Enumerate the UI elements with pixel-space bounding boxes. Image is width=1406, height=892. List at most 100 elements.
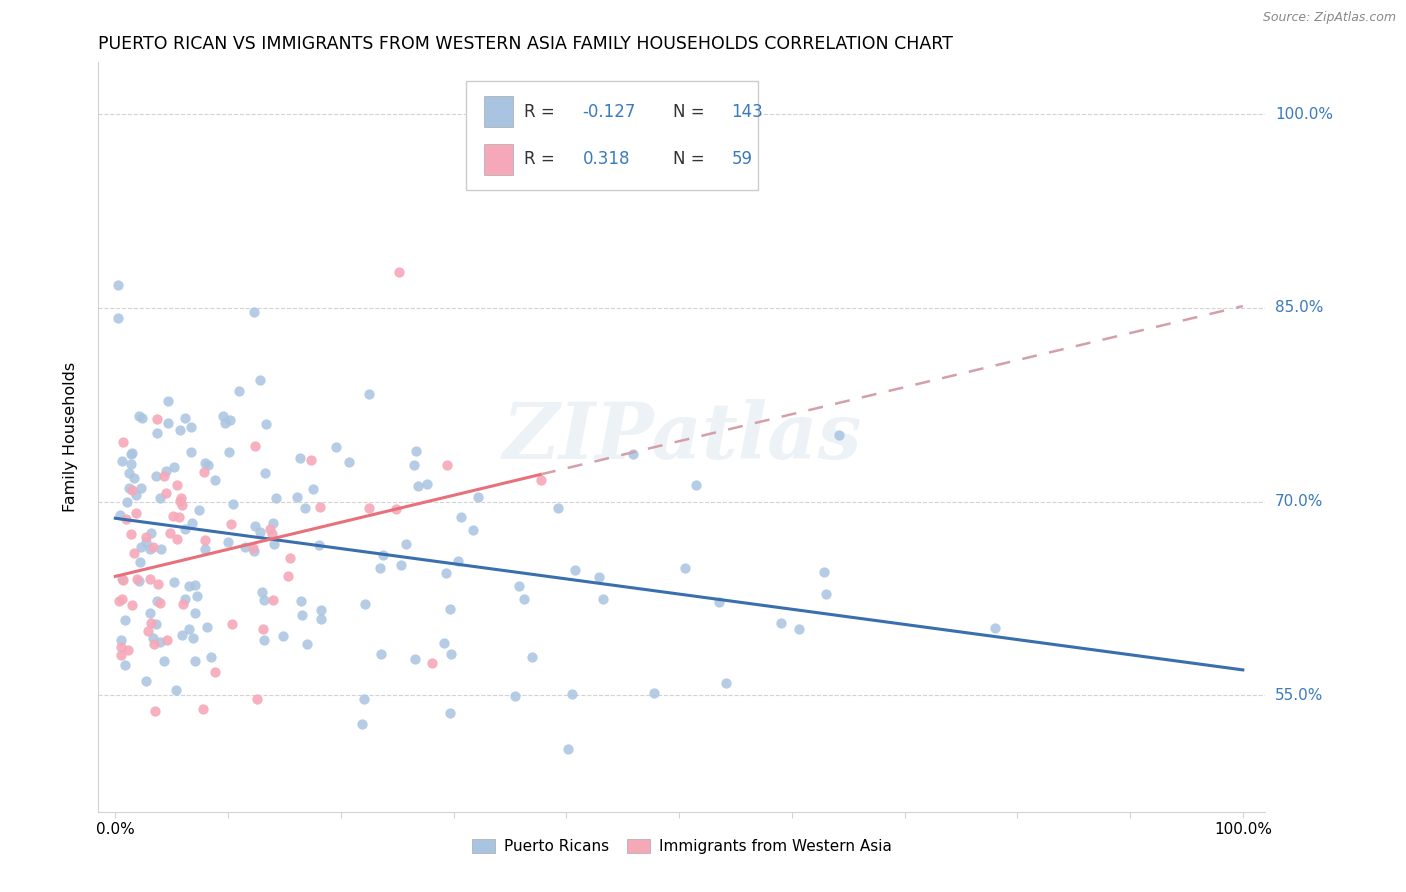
Point	[138, 572, 160, 586]
Point	[125, 488, 148, 502]
Point	[191, 702, 214, 716]
Point	[388, 265, 411, 279]
Point	[177, 579, 200, 593]
Point	[219, 412, 242, 426]
Point	[172, 597, 194, 611]
Point	[219, 517, 242, 532]
Point	[673, 560, 696, 574]
Point	[135, 534, 157, 549]
Point	[166, 532, 188, 546]
Point	[110, 640, 132, 654]
Point	[214, 417, 236, 431]
Point	[294, 501, 316, 516]
Point	[157, 416, 180, 430]
Point	[122, 546, 145, 560]
Point	[254, 417, 277, 431]
Point	[139, 606, 162, 620]
Point	[141, 616, 163, 631]
Text: 100.0%: 100.0%	[1275, 107, 1333, 121]
Point	[184, 654, 207, 668]
Point	[170, 498, 193, 512]
Point	[242, 544, 264, 558]
Point	[357, 387, 380, 401]
Point	[512, 591, 534, 606]
Point	[149, 491, 172, 506]
Point	[359, 501, 381, 516]
Point	[290, 594, 312, 608]
Point	[162, 460, 184, 475]
Text: 55.0%: 55.0%	[1275, 688, 1323, 703]
Point	[186, 589, 208, 603]
Point	[353, 691, 375, 706]
Point	[337, 455, 360, 469]
Point	[172, 628, 194, 642]
Point	[308, 538, 330, 552]
Point	[169, 423, 191, 437]
Point	[406, 478, 429, 492]
Point	[290, 451, 312, 466]
Point	[135, 673, 157, 688]
Point	[194, 542, 217, 557]
Point	[370, 647, 392, 661]
Point	[200, 649, 222, 664]
Point	[259, 523, 281, 537]
Point	[141, 540, 163, 554]
Point	[193, 465, 215, 479]
Point	[547, 500, 569, 515]
Point	[153, 469, 176, 483]
Point	[243, 439, 266, 453]
Point	[111, 572, 134, 586]
Point	[121, 483, 143, 497]
Point	[439, 706, 461, 721]
Point	[350, 716, 373, 731]
Point	[193, 533, 215, 548]
Point	[434, 566, 457, 580]
Point	[111, 591, 134, 606]
Point	[181, 516, 204, 530]
Point	[643, 686, 665, 700]
Point	[984, 621, 1007, 635]
Point	[117, 495, 139, 509]
Point	[211, 409, 233, 423]
Legend: Puerto Ricans, Immigrants from Western Asia: Puerto Ricans, Immigrants from Western A…	[465, 833, 898, 860]
Point	[159, 526, 181, 541]
Point	[385, 502, 408, 516]
Point	[167, 510, 190, 524]
Point	[291, 607, 314, 622]
Point	[253, 592, 276, 607]
Point	[120, 457, 142, 471]
Point	[299, 452, 322, 467]
Point	[557, 741, 579, 756]
Point	[156, 393, 179, 408]
Point	[249, 372, 271, 386]
Point	[163, 574, 186, 589]
Point	[252, 622, 274, 636]
Point	[404, 652, 426, 666]
Point	[233, 540, 256, 554]
Point	[187, 503, 209, 517]
Point	[142, 631, 165, 645]
Point	[287, 490, 309, 504]
Point	[143, 704, 166, 718]
Point	[145, 468, 167, 483]
Point	[249, 524, 271, 539]
Point	[309, 612, 332, 626]
Point	[128, 574, 150, 588]
Point	[108, 594, 131, 608]
Point	[354, 597, 377, 611]
Point	[217, 535, 239, 549]
Point	[121, 446, 143, 460]
Point	[139, 525, 162, 540]
Point	[145, 617, 167, 632]
Point	[371, 548, 394, 562]
Point	[263, 536, 285, 550]
Point	[152, 654, 174, 668]
Point	[262, 516, 284, 530]
Point	[302, 482, 325, 496]
Point	[416, 476, 439, 491]
Point	[368, 561, 391, 575]
Point	[561, 687, 583, 701]
Point	[180, 420, 202, 434]
Point	[122, 471, 145, 485]
Point	[253, 633, 276, 648]
